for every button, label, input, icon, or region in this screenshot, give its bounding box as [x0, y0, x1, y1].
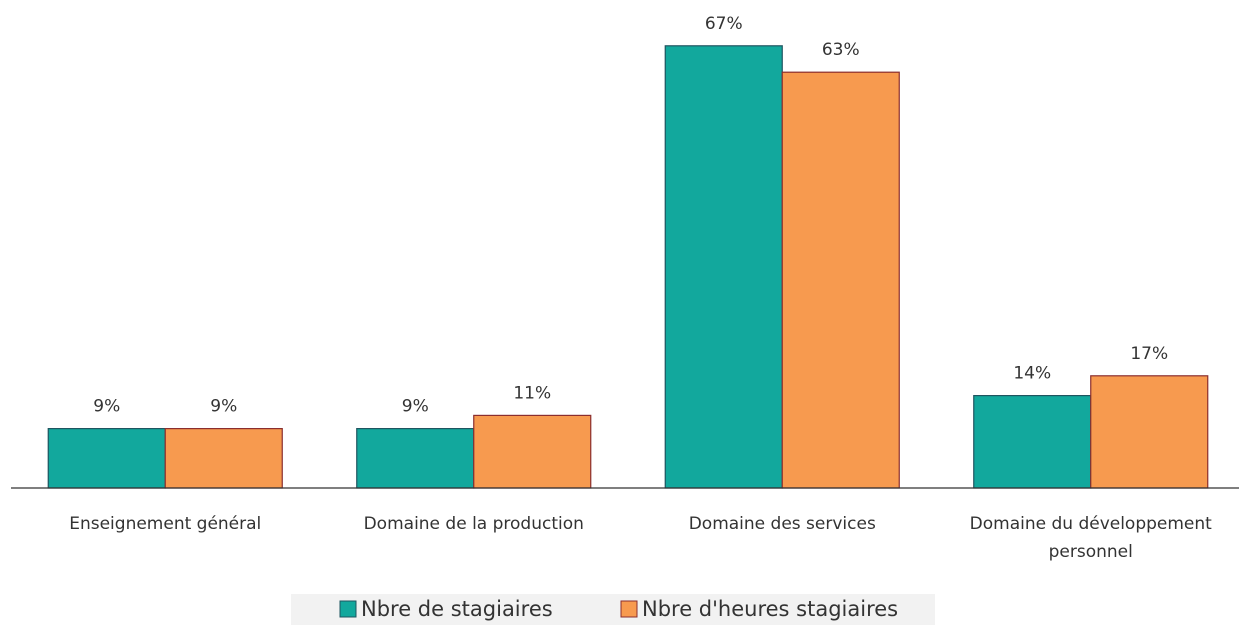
data-label: 11% [513, 383, 551, 403]
data-label: 9% [402, 397, 429, 417]
legend-label: Nbre d'heures stagiaires [642, 597, 898, 621]
bar [473, 414, 592, 489]
legend-swatch [339, 600, 357, 618]
data-label: 14% [1013, 364, 1051, 384]
data-label: 17% [1130, 344, 1168, 364]
bar [356, 428, 475, 489]
x-tick-label-box: Domaine des services [688, 514, 876, 534]
data-label: 9% [210, 397, 237, 417]
x-tick-label-box: Enseignement général [69, 514, 262, 534]
legend-box [291, 594, 935, 625]
x-tick-label-box: Domaine du développement personnel [969, 514, 1212, 562]
data-label: 63% [822, 40, 860, 60]
bar [664, 45, 783, 489]
bar [164, 428, 283, 489]
legend-swatch [620, 600, 638, 618]
bar [47, 428, 166, 489]
bar [973, 395, 1092, 489]
x-tick-label: Domaine du développement personnel [969, 514, 1212, 562]
bar [781, 71, 900, 489]
x-tick-label: Domaine des services [688, 514, 876, 534]
x-tick-label: Domaine de la production [363, 514, 584, 534]
legend-label: Nbre de stagiaires [361, 597, 553, 621]
x-tick-label-box: Domaine de la production [363, 514, 584, 534]
data-label: 67% [705, 14, 743, 34]
bar [1090, 375, 1209, 489]
x-tick-label: Enseignement général [69, 514, 262, 534]
data-label: 9% [93, 397, 120, 417]
